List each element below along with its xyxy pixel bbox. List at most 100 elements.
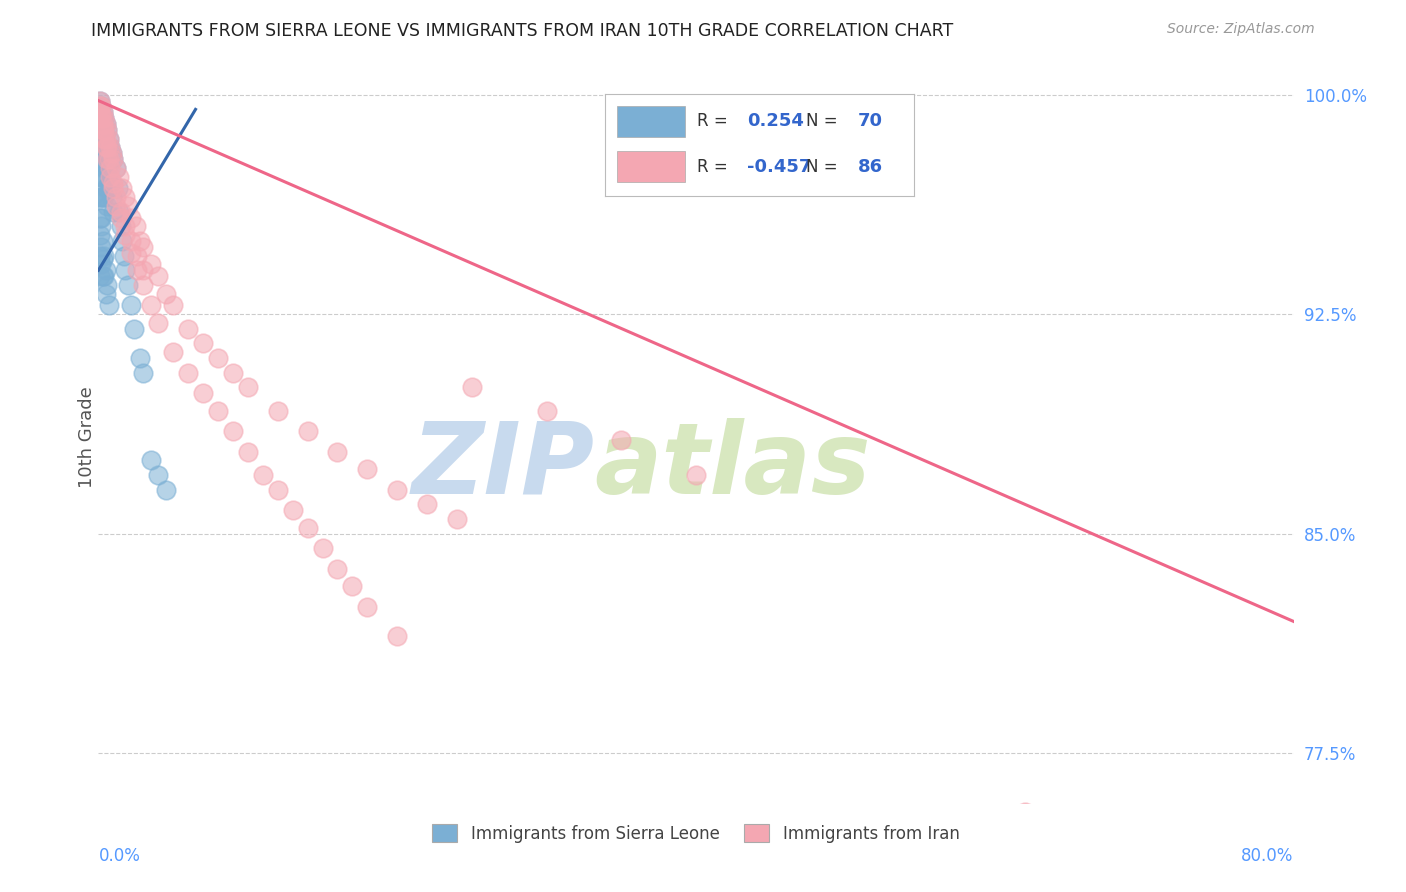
Point [117, 277, 139, 292]
Point [108, 169, 131, 184]
Point [89, 152, 111, 166]
Point [93, 269, 115, 284]
Text: R =: R = [697, 158, 734, 176]
Point [96, 123, 118, 137]
Point [132, 240, 155, 254]
Point [94, 140, 117, 154]
Point [267, 483, 290, 497]
Point [127, 263, 149, 277]
Point [98, 140, 122, 154]
Point [110, 211, 132, 225]
Point [177, 322, 200, 336]
Point [96, 161, 118, 175]
Point [94, 263, 117, 277]
Point [236, 380, 259, 394]
Text: R =: R = [697, 112, 734, 130]
Point [105, 161, 128, 175]
Point [93, 123, 115, 137]
Point [90, 219, 112, 234]
Point [110, 204, 132, 219]
Point [97, 176, 120, 190]
Point [94, 117, 117, 131]
Point [89, 228, 111, 243]
Text: ZIP: ZIP [412, 417, 595, 515]
Point [89, 249, 111, 263]
Point [89, 169, 111, 184]
Point [191, 386, 214, 401]
Point [155, 286, 177, 301]
Point [90, 211, 112, 225]
Point [93, 131, 115, 145]
Point [148, 316, 170, 330]
Point [101, 146, 124, 161]
Point [162, 298, 184, 312]
Point [90, 131, 112, 145]
Text: 0.254: 0.254 [747, 112, 804, 130]
Point [356, 462, 378, 476]
Point [96, 277, 118, 292]
Point [93, 249, 115, 263]
Point [98, 161, 122, 175]
Point [281, 503, 304, 517]
Point [90, 99, 112, 113]
Point [311, 541, 333, 556]
Point [103, 176, 125, 190]
Point [139, 257, 162, 271]
Point [89, 269, 111, 284]
Text: 86: 86 [858, 158, 883, 176]
Legend: Immigrants from Sierra Leone, Immigrants from Iran: Immigrants from Sierra Leone, Immigrants… [426, 818, 966, 849]
Text: Source: ZipAtlas.com: Source: ZipAtlas.com [1167, 22, 1315, 37]
Point [103, 181, 125, 195]
Point [139, 298, 162, 312]
Point [91, 123, 114, 137]
Point [94, 131, 117, 145]
Point [93, 111, 115, 125]
Point [97, 131, 120, 145]
Point [297, 424, 319, 438]
Point [129, 234, 152, 248]
Point [89, 94, 111, 108]
Point [94, 117, 117, 131]
Point [98, 140, 122, 154]
Point [94, 181, 117, 195]
Point [326, 444, 349, 458]
Point [90, 99, 112, 113]
Point [536, 403, 558, 417]
Point [93, 161, 115, 175]
Point [89, 99, 111, 113]
Point [91, 169, 114, 184]
Point [97, 152, 120, 166]
Point [90, 169, 112, 184]
Point [191, 336, 214, 351]
Point [91, 117, 114, 131]
Point [326, 562, 349, 576]
Point [124, 322, 146, 336]
Point [105, 190, 128, 204]
Point [461, 380, 484, 394]
Point [89, 190, 111, 204]
Point [90, 108, 112, 122]
Point [90, 240, 112, 254]
Point [103, 152, 125, 166]
Point [108, 204, 131, 219]
Text: atlas: atlas [595, 417, 870, 515]
Bar [617, 151, 685, 182]
Point [111, 181, 134, 195]
Point [101, 146, 124, 161]
Point [120, 234, 142, 248]
Point [93, 111, 115, 125]
Point [120, 245, 142, 260]
Point [93, 190, 115, 204]
Text: -0.457: -0.457 [747, 158, 811, 176]
Point [222, 424, 245, 438]
Point [89, 211, 111, 225]
Point [114, 263, 136, 277]
Point [93, 131, 115, 145]
Point [342, 579, 364, 593]
Point [97, 298, 120, 312]
Point [446, 512, 468, 526]
Point [89, 131, 111, 145]
Point [236, 444, 259, 458]
Point [177, 366, 200, 380]
Point [91, 105, 114, 120]
